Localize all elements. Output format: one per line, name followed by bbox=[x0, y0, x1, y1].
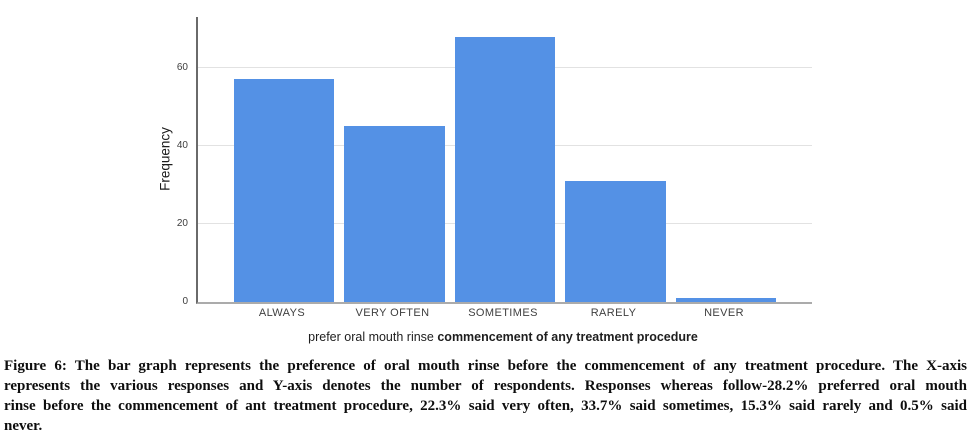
x-category-label-never: NEVER bbox=[704, 307, 744, 319]
bar-chart: Frequency prefer oral mouth rinse commen… bbox=[157, 17, 812, 344]
y-axis-title: Frequency bbox=[157, 127, 173, 191]
plot-area bbox=[196, 17, 812, 304]
caption-line-3: rinse before the commencement of ant tre… bbox=[4, 398, 967, 414]
caption-line-4: never. bbox=[4, 418, 43, 434]
bar-never bbox=[675, 298, 777, 302]
bar-rarely bbox=[565, 180, 666, 302]
caption-line-2: represents the various responses and Y-a… bbox=[4, 378, 967, 394]
x-category-label-sometimes: SOMETIMES bbox=[468, 307, 538, 319]
bar-very-often bbox=[344, 126, 445, 302]
y-tick-label-60: 60 bbox=[176, 61, 188, 73]
bar-sometimes bbox=[454, 36, 556, 302]
bar-always bbox=[233, 79, 334, 302]
x-axis-title-bold: commencement of any treatment procedure bbox=[437, 330, 698, 344]
y-tick-label-0: 0 bbox=[182, 296, 188, 307]
y-tick-label-40: 40 bbox=[176, 139, 188, 151]
caption-line-1: Figure 6: The bar graph represents the p… bbox=[4, 358, 967, 374]
x-category-label-always: ALWAYS bbox=[258, 307, 306, 319]
x-axis-title: prefer oral mouth rinse commencement of … bbox=[196, 330, 810, 344]
y-tick-label-20: 20 bbox=[176, 217, 188, 229]
x-axis-title-regular: prefer oral mouth rinse bbox=[308, 330, 438, 344]
x-category-label-very-often: VERY OFTEN bbox=[355, 307, 430, 319]
x-category-label-rarely: RARELY bbox=[590, 307, 637, 319]
figure-caption: Figure 6: The bar graph represents the p… bbox=[0, 354, 973, 436]
